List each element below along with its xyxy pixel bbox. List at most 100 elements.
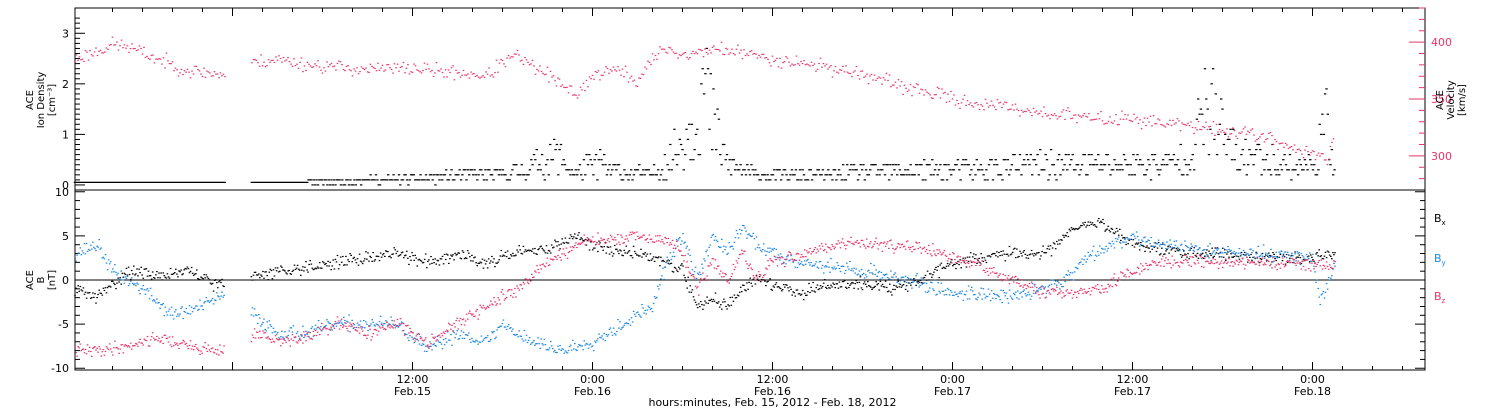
data-point	[168, 336, 171, 338]
data-point	[1323, 255, 1326, 257]
data-point	[714, 235, 717, 238]
data-point	[799, 263, 802, 265]
data-point	[1320, 294, 1323, 296]
data-point	[421, 262, 424, 264]
data-point	[528, 278, 531, 280]
data-point	[307, 335, 309, 337]
data-point	[615, 169, 618, 171]
data-point	[107, 285, 110, 287]
data-point	[1192, 249, 1195, 251]
data-point	[112, 354, 114, 356]
data-point	[830, 284, 832, 286]
data-point	[1182, 254, 1184, 257]
data-point	[218, 296, 220, 298]
data-point	[852, 270, 854, 272]
data-point	[518, 54, 520, 56]
data-point	[835, 179, 838, 181]
data-point	[756, 278, 759, 281]
data-point	[894, 288, 896, 291]
data-point	[384, 323, 386, 325]
data-point	[501, 289, 504, 291]
data-point	[453, 79, 456, 81]
data-point	[333, 323, 336, 325]
data-point	[956, 293, 958, 295]
data-point	[712, 88, 715, 90]
data-point	[672, 271, 675, 273]
data-point	[1008, 108, 1011, 111]
data-point	[627, 81, 630, 83]
series-Bz	[74, 231, 1336, 357]
data-point	[1194, 254, 1197, 256]
data-point	[77, 181, 81, 183]
data-point	[822, 63, 825, 65]
data-point	[791, 258, 793, 260]
data-point	[644, 239, 646, 241]
data-point	[1175, 240, 1178, 242]
data-point	[627, 240, 630, 242]
data-point	[310, 263, 313, 265]
data-point	[193, 307, 196, 309]
data-point	[879, 278, 882, 280]
data-point	[612, 164, 615, 166]
data-point	[188, 344, 191, 346]
data-point	[594, 240, 596, 243]
data-point	[594, 154, 598, 156]
data-point	[1326, 113, 1329, 115]
data-point	[208, 181, 212, 183]
data-point	[1295, 151, 1297, 153]
data-point	[121, 279, 124, 281]
data-point	[219, 72, 222, 74]
data-point	[476, 309, 478, 311]
data-point	[459, 317, 462, 320]
data-point	[149, 181, 152, 183]
data-point	[159, 307, 161, 309]
data-point	[708, 128, 711, 130]
data-point	[197, 309, 199, 311]
data-point	[547, 264, 550, 267]
data-point	[1198, 247, 1201, 249]
data-point	[921, 283, 924, 285]
data-point	[414, 337, 416, 340]
data-point	[734, 266, 737, 268]
data-point	[1116, 230, 1119, 232]
data-point	[1116, 124, 1119, 126]
data-point	[1123, 237, 1125, 239]
data-point	[1212, 251, 1214, 253]
data-point	[732, 159, 735, 161]
data-point	[937, 282, 939, 284]
data-point	[1073, 114, 1075, 116]
data-point	[365, 335, 367, 337]
data-point	[108, 44, 111, 46]
data-point	[858, 281, 861, 283]
data-point	[438, 179, 441, 181]
data-point	[1167, 154, 1170, 156]
data-point	[289, 273, 292, 275]
data-point	[185, 342, 188, 344]
data-point	[928, 164, 931, 166]
data-point	[266, 65, 268, 67]
data-point	[847, 174, 850, 176]
data-point	[873, 74, 876, 76]
data-point	[328, 328, 330, 330]
data-point	[316, 266, 319, 268]
data-point	[1264, 252, 1267, 254]
data-point	[743, 225, 745, 227]
data-point	[887, 79, 889, 82]
data-point	[1131, 244, 1134, 246]
data-point	[1214, 247, 1217, 249]
data-point	[596, 71, 598, 74]
data-point	[131, 43, 133, 45]
data-point	[726, 281, 728, 283]
data-point	[480, 335, 483, 337]
data-point	[1052, 288, 1055, 290]
data-point	[447, 331, 449, 333]
data-point	[511, 255, 513, 257]
data-point	[466, 169, 469, 171]
data-point	[76, 181, 79, 183]
data-point	[952, 265, 954, 267]
data-point	[806, 63, 808, 65]
data-point	[534, 344, 536, 346]
data-point	[154, 181, 158, 183]
data-point	[276, 332, 279, 334]
data-point	[939, 264, 941, 266]
